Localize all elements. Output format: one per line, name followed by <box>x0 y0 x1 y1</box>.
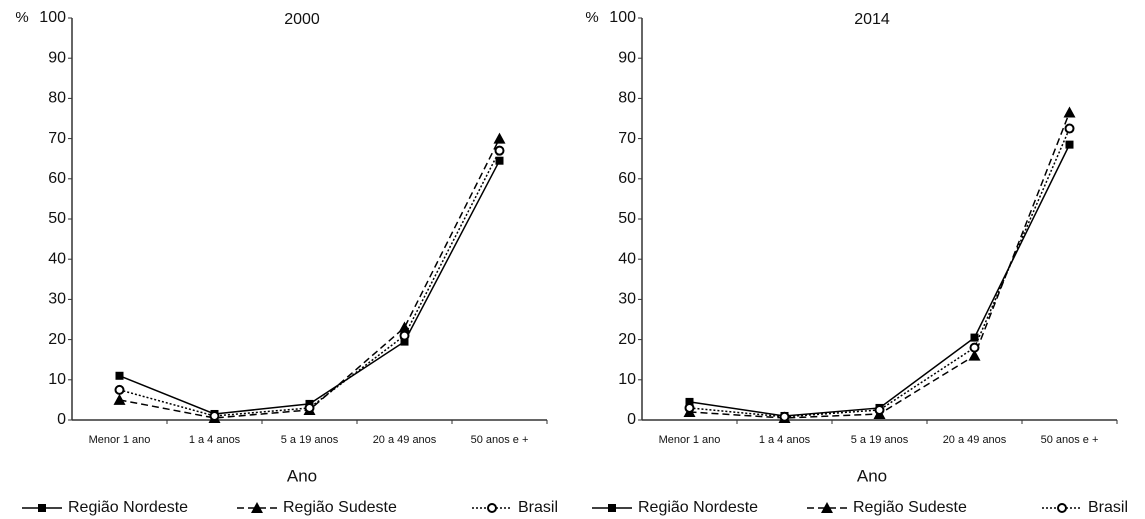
marker-triangle <box>251 502 263 513</box>
marker-square <box>38 504 46 512</box>
y-tick-label: 30 <box>618 291 636 308</box>
marker-square <box>115 371 124 380</box>
y-tick-label: 70 <box>618 130 636 147</box>
x-tick-label: 5 a 19 anos <box>851 434 909 446</box>
x-tick-label: 1 a 4 anos <box>189 434 241 446</box>
legend-label: Região Sudeste <box>853 499 967 516</box>
series-line <box>119 150 501 417</box>
marker-square <box>495 156 504 165</box>
marker-circle <box>779 411 790 422</box>
legend-label: Brasil <box>1088 499 1128 516</box>
y-tick-label: 40 <box>48 250 66 267</box>
marker-circle <box>114 384 125 395</box>
x-tick-label: Menor 1 ano <box>89 434 151 446</box>
marker-circle <box>487 503 497 513</box>
x-axis-label: Ano <box>287 466 317 485</box>
marker-square <box>608 504 616 512</box>
y-tick-label: 90 <box>48 49 66 66</box>
chart-title: 2000 <box>284 11 320 28</box>
marker-square <box>400 337 409 346</box>
y-tick-label: 70 <box>48 130 66 147</box>
marker-circle <box>969 342 980 353</box>
series-line <box>689 112 1071 419</box>
marker-triangle <box>968 349 981 361</box>
y-tick-label: 50 <box>48 210 66 227</box>
y-tick-label: 10 <box>618 371 636 388</box>
y-axis-label: % <box>15 9 28 26</box>
marker-square <box>970 333 979 342</box>
legend-label: Região Sudeste <box>283 499 397 516</box>
x-tick-label: Menor 1 ano <box>659 434 721 446</box>
series-line <box>689 144 1071 417</box>
y-tick-label: 50 <box>618 210 636 227</box>
y-tick-label: 100 <box>39 9 66 26</box>
y-tick-label: 20 <box>48 331 66 348</box>
y-tick-label: 20 <box>618 331 636 348</box>
marker-circle <box>684 402 695 413</box>
chart-title: 2014 <box>854 11 890 28</box>
marker-circle <box>399 330 410 341</box>
y-tick-label: 0 <box>627 411 636 428</box>
y-tick-label: 40 <box>618 250 636 267</box>
marker-circle <box>304 402 315 413</box>
y-axis-label: % <box>585 9 598 26</box>
x-tick-label: 50 anos e + <box>1041 434 1099 446</box>
series-line <box>119 138 501 419</box>
marker-square <box>1065 140 1074 149</box>
marker-triangle <box>1063 106 1076 118</box>
x-tick-label: 20 a 49 anos <box>373 434 437 446</box>
marker-triangle <box>398 321 411 333</box>
legend-label: Região Nordeste <box>68 499 188 516</box>
y-tick-label: 30 <box>48 291 66 308</box>
x-tick-label: 1 a 4 anos <box>759 434 811 446</box>
series-line <box>119 160 501 415</box>
series-line <box>689 128 1071 418</box>
y-tick-label: 10 <box>48 371 66 388</box>
legend-label: Brasil <box>518 499 558 516</box>
legend-label: Região Nordeste <box>638 499 758 516</box>
y-tick-label: 100 <box>609 9 636 26</box>
marker-triangle <box>821 502 833 513</box>
x-tick-label: 20 a 49 anos <box>943 434 1007 446</box>
x-axis-label: Ano <box>857 466 887 485</box>
marker-square <box>685 397 694 406</box>
y-tick-label: 80 <box>48 90 66 107</box>
marker-circle <box>209 410 220 421</box>
marker-circle <box>1064 123 1075 134</box>
x-tick-label: 50 anos e + <box>471 434 529 446</box>
y-tick-label: 90 <box>618 49 636 66</box>
marker-circle <box>1057 503 1067 513</box>
y-tick-label: 0 <box>57 411 66 428</box>
marker-triangle <box>113 393 126 405</box>
marker-circle <box>494 145 505 156</box>
y-tick-label: 80 <box>618 90 636 107</box>
x-tick-label: 5 a 19 anos <box>281 434 339 446</box>
marker-triangle <box>493 132 506 144</box>
y-tick-label: 60 <box>618 170 636 187</box>
marker-circle <box>874 404 885 415</box>
y-tick-label: 60 <box>48 170 66 187</box>
